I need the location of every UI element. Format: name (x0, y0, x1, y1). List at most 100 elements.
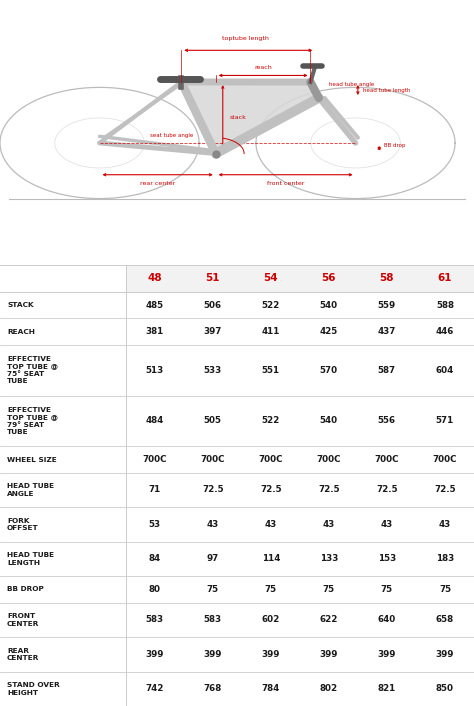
Text: 556: 556 (378, 417, 396, 426)
Text: 700C: 700C (258, 455, 283, 464)
Text: 48: 48 (147, 273, 162, 283)
Text: 72.5: 72.5 (202, 486, 224, 494)
Text: 399: 399 (319, 650, 338, 659)
Text: 51: 51 (205, 273, 220, 283)
Text: 381: 381 (146, 327, 164, 336)
Text: FORK
OFFSET: FORK OFFSET (7, 517, 39, 531)
Text: 485: 485 (146, 301, 164, 310)
Text: 75: 75 (439, 585, 451, 594)
Text: 84: 84 (148, 554, 161, 563)
Text: 425: 425 (319, 327, 338, 336)
Text: 183: 183 (436, 554, 454, 563)
Text: BB drop: BB drop (384, 143, 405, 148)
Text: 742: 742 (146, 684, 164, 693)
Text: 56: 56 (321, 273, 336, 283)
Text: 587: 587 (378, 366, 396, 375)
Text: 583: 583 (146, 615, 164, 624)
Text: 437: 437 (378, 327, 396, 336)
Text: 75: 75 (381, 585, 393, 594)
Text: HEAD TUBE
ANGLE: HEAD TUBE ANGLE (7, 483, 54, 497)
Text: 399: 399 (146, 650, 164, 659)
Text: 43: 43 (381, 520, 393, 529)
Text: head tube length: head tube length (363, 88, 410, 92)
Text: 583: 583 (204, 615, 222, 624)
Text: 768: 768 (203, 684, 222, 693)
Bar (126, 265, 474, 292)
Text: 540: 540 (320, 301, 338, 310)
Text: 802: 802 (320, 684, 338, 693)
Text: 75: 75 (264, 585, 277, 594)
Text: 622: 622 (319, 615, 338, 624)
Text: 533: 533 (203, 366, 222, 375)
Text: 411: 411 (262, 327, 280, 336)
Text: 551: 551 (262, 366, 280, 375)
Text: 72.5: 72.5 (434, 486, 456, 494)
Text: HEAD TUBE
LENGTH: HEAD TUBE LENGTH (7, 552, 54, 566)
Text: EFFECTIVE
TOP TUBE @
79° SEAT
TUBE: EFFECTIVE TOP TUBE @ 79° SEAT TUBE (7, 407, 58, 435)
Text: 43: 43 (264, 520, 277, 529)
Text: 72.5: 72.5 (318, 486, 340, 494)
Text: 513: 513 (146, 366, 164, 375)
Text: 571: 571 (436, 417, 454, 426)
Text: reach: reach (254, 65, 272, 70)
Text: 72.5: 72.5 (376, 486, 398, 494)
Text: 850: 850 (436, 684, 454, 693)
Text: STAND OVER
HEIGHT: STAND OVER HEIGHT (7, 682, 60, 695)
Text: 784: 784 (262, 684, 280, 693)
Text: seat tube angle: seat tube angle (150, 133, 193, 138)
Text: 43: 43 (323, 520, 335, 529)
Text: 153: 153 (378, 554, 396, 563)
Text: 72.5: 72.5 (260, 486, 282, 494)
Text: front center: front center (267, 181, 304, 186)
Text: 399: 399 (203, 650, 222, 659)
Text: 75: 75 (323, 585, 335, 594)
Text: 588: 588 (436, 301, 454, 310)
Text: 54: 54 (264, 273, 278, 283)
Text: REAR
CENTER: REAR CENTER (7, 647, 39, 661)
Text: stack: stack (230, 115, 247, 120)
Text: 604: 604 (436, 366, 454, 375)
Text: STACK: STACK (7, 302, 34, 309)
Text: 114: 114 (262, 554, 280, 563)
Text: 484: 484 (146, 417, 164, 426)
Text: FRONT
CENTER: FRONT CENTER (7, 613, 39, 626)
Text: 399: 399 (436, 650, 454, 659)
Text: 602: 602 (262, 615, 280, 624)
Text: 75: 75 (207, 585, 219, 594)
Text: 570: 570 (320, 366, 338, 375)
Text: 43: 43 (207, 520, 219, 529)
Text: 80: 80 (149, 585, 161, 594)
Text: 505: 505 (204, 417, 222, 426)
Text: 506: 506 (204, 301, 222, 310)
Text: 821: 821 (378, 684, 396, 693)
Text: 133: 133 (319, 554, 338, 563)
Text: 658: 658 (436, 615, 454, 624)
Text: head tube angle: head tube angle (329, 82, 374, 88)
Text: 446: 446 (436, 327, 454, 336)
Text: REACH: REACH (7, 328, 35, 335)
Text: 700C: 700C (201, 455, 225, 464)
Text: 53: 53 (148, 520, 161, 529)
Text: 58: 58 (380, 273, 394, 283)
Text: 399: 399 (378, 650, 396, 659)
Text: toptube length: toptube length (222, 36, 269, 41)
Text: 700C: 700C (142, 455, 167, 464)
Text: BB DROP: BB DROP (7, 587, 44, 592)
Text: EFFECTIVE
TOP TUBE @
75° SEAT
TUBE: EFFECTIVE TOP TUBE @ 75° SEAT TUBE (7, 356, 58, 384)
Text: 540: 540 (320, 417, 338, 426)
Text: 522: 522 (262, 417, 280, 426)
Text: 700C: 700C (317, 455, 341, 464)
Text: 71: 71 (148, 486, 161, 494)
Text: 700C: 700C (374, 455, 399, 464)
Text: 399: 399 (262, 650, 280, 659)
Text: WHEEL SIZE: WHEEL SIZE (7, 457, 57, 462)
Text: 97: 97 (207, 554, 219, 563)
Text: rear center: rear center (140, 181, 175, 186)
Text: 61: 61 (438, 273, 452, 283)
Text: 397: 397 (203, 327, 222, 336)
Text: 700C: 700C (433, 455, 457, 464)
Text: 640: 640 (378, 615, 396, 624)
Text: 559: 559 (378, 301, 396, 310)
Polygon shape (182, 82, 319, 154)
Text: 522: 522 (262, 301, 280, 310)
